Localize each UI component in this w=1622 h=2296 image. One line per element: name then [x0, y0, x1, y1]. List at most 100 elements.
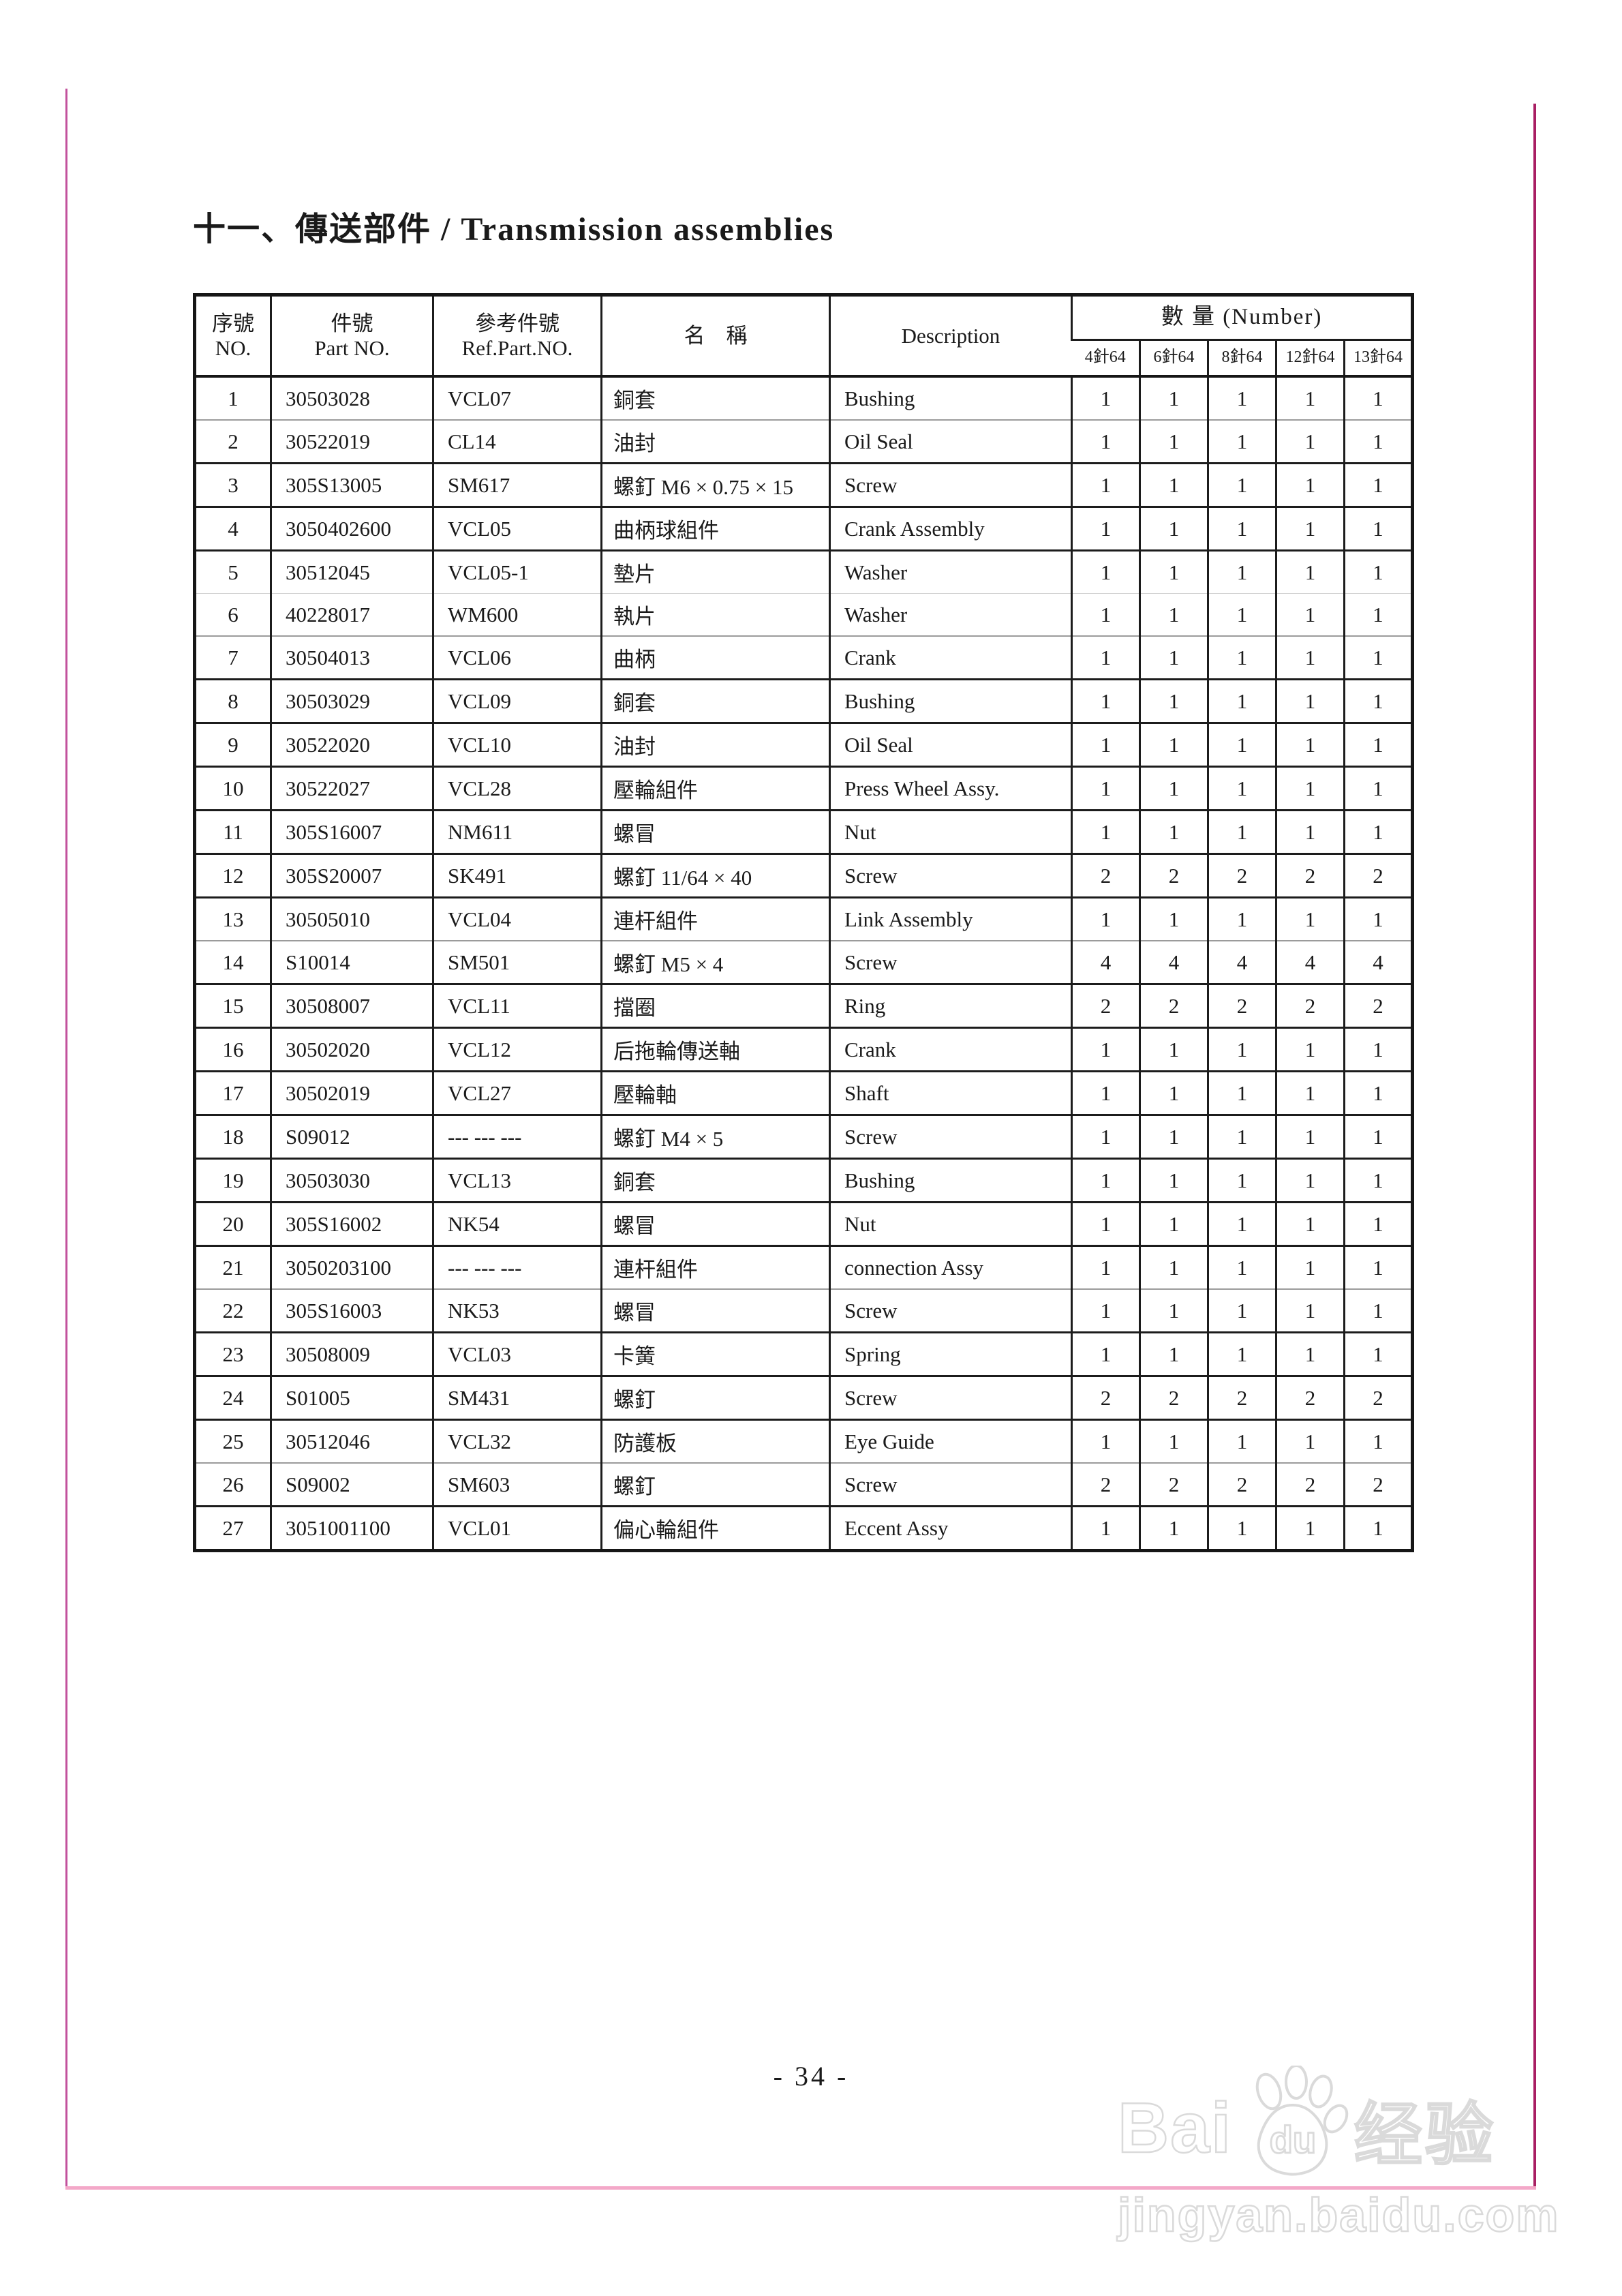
- cell-qty: 1: [1275, 722, 1345, 767]
- cell-no: 9: [194, 722, 271, 767]
- cell-name: 偏心輪組件: [600, 1505, 830, 1551]
- cell-part-no: 30512045: [270, 549, 433, 594]
- cell-qty: 4: [1139, 940, 1208, 984]
- header-quantity-sizes: 4針64 6針64 8針64 12針64 13針64: [195, 339, 1413, 376]
- table-row: 23 30508009 VCL03 卡簧 Spring 1 1 1 1 1: [194, 1331, 1413, 1376]
- cell-description: Screw: [829, 1462, 1072, 1507]
- header-qty-size: 4針64: [1071, 339, 1140, 376]
- cell-name: 防護板: [600, 1419, 830, 1463]
- header-name: 名 稱: [600, 294, 830, 376]
- cell-description: Spring: [829, 1331, 1072, 1376]
- cell-qty: 2: [1139, 853, 1208, 898]
- cell-qty: 1: [1275, 375, 1345, 420]
- table-row: 13 30505010 VCL04 連杆組件 Link Assembly 1 1 1 1 1: [194, 896, 1413, 941]
- cell-ref-part-no: VCL28: [432, 766, 602, 811]
- cell-description: Bushing: [829, 678, 1072, 723]
- cell-no: 23: [194, 1331, 271, 1376]
- cell-qty: 1: [1343, 462, 1413, 507]
- cell-ref-part-no: VCL05: [432, 506, 602, 551]
- cell-qty: 2: [1207, 1462, 1276, 1507]
- cell-qty: 2: [1207, 983, 1276, 1028]
- table-row: 14 S10014 SM501 螺釘 M5 × 4 Screw 4 4 4 4 4: [194, 940, 1413, 984]
- baidu-paw-icon: du: [1255, 2066, 1349, 2176]
- cell-qty: 1: [1275, 635, 1345, 680]
- cell-ref-part-no: SM617: [432, 462, 602, 507]
- cell-description: Ring: [829, 983, 1072, 1028]
- scan-frame-left-line: [65, 89, 67, 2189]
- cell-qty: 1: [1275, 1201, 1345, 1246]
- cell-qty: 1: [1139, 809, 1208, 854]
- cell-qty: 1: [1139, 678, 1208, 723]
- cell-qty: 1: [1071, 1419, 1140, 1463]
- cell-part-no: 30503029: [270, 678, 433, 723]
- cell-qty: 1: [1207, 462, 1276, 507]
- cell-qty: 2: [1343, 1375, 1413, 1420]
- cell-qty: 1: [1207, 1419, 1276, 1463]
- cell-qty: 1: [1071, 419, 1140, 464]
- cell-name: 螺釘 M4 × 5: [600, 1114, 830, 1159]
- cell-description: Screw: [829, 462, 1072, 507]
- cell-name: 墊片: [600, 549, 830, 594]
- table-row: 10 30522027 VCL28 壓輪組件 Press Wheel Assy. 1 1 1 1…: [194, 766, 1413, 811]
- table-row: 17 30502019 VCL27 壓輪軸 Shaft 1 1 1 1 1: [194, 1070, 1413, 1115]
- table-row: 6 40228017 WM600 執片 Washer 1 1 1 1 1: [194, 593, 1413, 636]
- cell-qty: 1: [1071, 549, 1140, 594]
- cell-description: Oil Seal: [829, 419, 1072, 464]
- table-row: 24 S01005 SM431 螺釘 Screw 2 2 2 2 2: [194, 1375, 1413, 1420]
- table-row: 12 305S20007 SK491 螺釘 11/64 × 40 Screw 2 2 2 2 2: [194, 853, 1413, 898]
- table-row: 8 30503029 VCL09 銅套 Bushing 1 1 1 1 1: [194, 678, 1413, 723]
- cell-no: 3: [194, 462, 271, 507]
- cell-qty: 1: [1139, 1331, 1208, 1376]
- cell-qty: 1: [1343, 1505, 1413, 1551]
- cell-qty: 1: [1343, 722, 1413, 767]
- cell-part-no: 30512046: [270, 1419, 433, 1463]
- header-qty-size: 8針64: [1207, 339, 1276, 376]
- cell-qty: 1: [1139, 375, 1208, 420]
- cell-part-no: 3050203100: [270, 1245, 433, 1289]
- table-row: 15 30508007 VCL11 擋圈 Ring 2 2 2 2 2: [194, 983, 1413, 1028]
- cell-qty: 1: [1139, 1114, 1208, 1159]
- cell-ref-part-no: SM501: [432, 940, 602, 984]
- table-row: 9 30522020 VCL10 油封 Oil Seal 1 1 1 1 1: [194, 722, 1413, 767]
- cell-ref-part-no: SM603: [432, 1462, 602, 1507]
- cell-qty: 2: [1275, 983, 1345, 1028]
- cell-description: Press Wheel Assy.: [829, 766, 1072, 811]
- cell-qty: 1: [1139, 1201, 1208, 1246]
- table-row: 5 30512045 VCL05-1 墊片 Washer 1 1 1 1 1: [194, 549, 1413, 594]
- cell-qty: 1: [1071, 1027, 1140, 1072]
- cell-ref-part-no: VCL03: [432, 1331, 602, 1376]
- cell-name: 螺冒: [600, 809, 830, 854]
- cell-part-no: 30503028: [270, 375, 433, 420]
- cell-description: Washer: [829, 593, 1072, 636]
- cell-qty: 1: [1071, 1288, 1140, 1333]
- cell-qty: 1: [1207, 809, 1276, 854]
- table-row: 22 305S16003 NK53 螺冒 Screw 1 1 1 1 1: [194, 1288, 1413, 1333]
- cell-qty: 2: [1071, 1375, 1140, 1420]
- cell-qty: 1: [1275, 1158, 1345, 1203]
- cell-qty: 1: [1139, 896, 1208, 941]
- cell-qty: 2: [1275, 1462, 1345, 1507]
- cell-qty: 1: [1071, 1331, 1140, 1376]
- cell-name: 連杆組件: [600, 1245, 830, 1289]
- cell-part-no: 3051001100: [270, 1505, 433, 1551]
- cell-qty: 1: [1071, 375, 1140, 420]
- table-row: 27 3051001100 VCL01 偏心輪組件 Eccent Assy 1 1 1 1 1: [194, 1505, 1413, 1551]
- cell-qty: 1: [1207, 766, 1276, 811]
- cell-part-no: S01005: [270, 1375, 433, 1420]
- cell-qty: 1: [1139, 419, 1208, 464]
- cell-qty: 1: [1275, 1331, 1345, 1376]
- table-row: 19 30503030 VCL13 銅套 Bushing 1 1 1 1 1: [194, 1158, 1413, 1203]
- cell-name: 螺釘 M6 × 0.75 × 15: [600, 462, 830, 507]
- cell-qty: 1: [1139, 1245, 1208, 1289]
- cell-part-no: 30505010: [270, 896, 433, 941]
- cell-part-no: S10014: [270, 940, 433, 984]
- cell-ref-part-no: CL14: [432, 419, 602, 464]
- cell-name: 卡簧: [600, 1331, 830, 1376]
- cell-ref-part-no: VCL01: [432, 1505, 602, 1551]
- cell-description: Screw: [829, 1375, 1072, 1420]
- cell-qty: 1: [1343, 419, 1413, 464]
- cell-qty: 1: [1139, 635, 1208, 680]
- table-row: 7 30504013 VCL06 曲柄 Crank 1 1 1 1 1: [194, 635, 1413, 680]
- cell-name: 銅套: [600, 1158, 830, 1203]
- cell-qty: 1: [1207, 375, 1276, 420]
